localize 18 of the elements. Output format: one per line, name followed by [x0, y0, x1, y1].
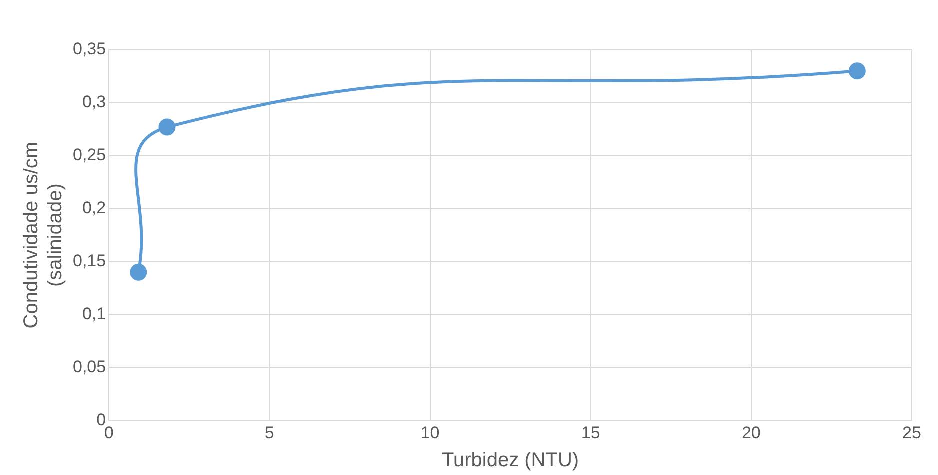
y-tick-label: 0 — [96, 410, 106, 430]
y-tick-label: 0,05 — [72, 357, 106, 376]
x-tick-label: 20 — [742, 423, 761, 442]
y-tick-label: 0,35 — [72, 40, 106, 59]
y-tick-label: 0,25 — [72, 146, 106, 165]
y-tick-label: 0,3 — [82, 92, 106, 112]
point — [130, 264, 148, 281]
x-tick-label: 10 — [420, 423, 440, 442]
x-axis-title: Turbidez (NTU) — [442, 450, 580, 472]
y-tick-label: 0,15 — [72, 251, 106, 270]
y-axis-title: Condutividade us/cm (salinidade) — [20, 142, 67, 329]
y-tick-label: 0,2 — [82, 198, 106, 218]
point — [158, 118, 176, 136]
point — [848, 62, 866, 80]
y-tick-label: 0,1 — [82, 304, 106, 324]
x-tick-label: 25 — [902, 423, 922, 442]
x-tick-label: 5 — [264, 423, 274, 442]
x-tick-label: 15 — [581, 423, 600, 442]
